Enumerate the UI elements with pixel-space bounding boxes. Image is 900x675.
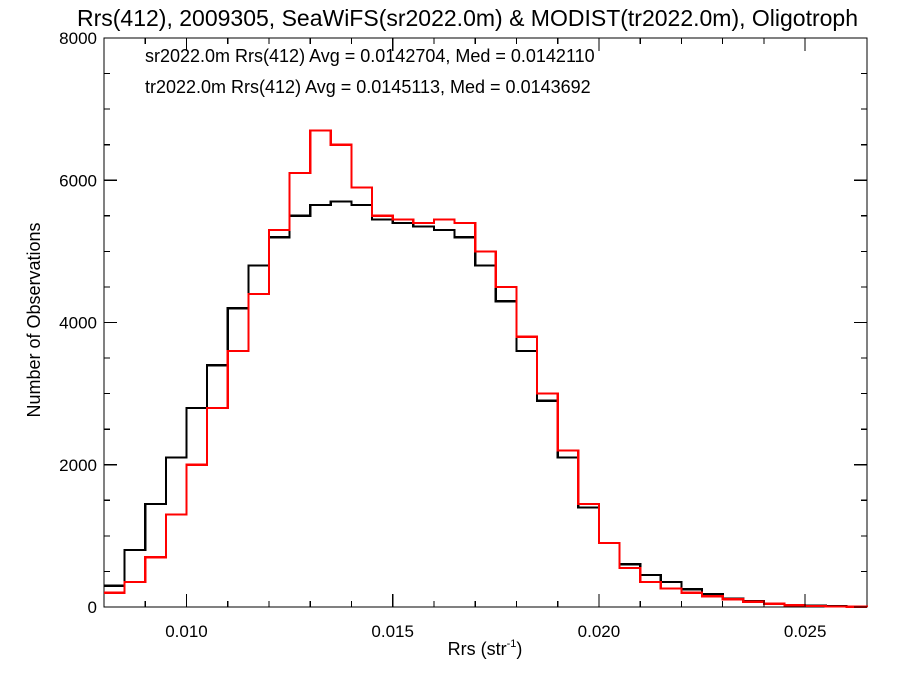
x-tick-label: 0.015: [371, 622, 414, 641]
y-tick-label: 4000: [59, 314, 97, 333]
y-tick-label: 8000: [59, 29, 97, 48]
tr2022-series-line: [104, 129, 869, 608]
y-tick-label: 0: [88, 598, 97, 617]
x-axis-label-close: ): [516, 639, 522, 659]
x-tick-label: 0.025: [784, 622, 827, 641]
tr2022-statistics: tr2022.0m Rrs(412) Avg = 0.0145113, Med …: [145, 77, 591, 97]
x-axis-label: Rrs (str-1): [448, 638, 523, 659]
y-tick-label: 2000: [59, 456, 97, 475]
sr2022-series-line: [104, 200, 869, 608]
x-tick-label: 0.010: [165, 622, 208, 641]
y-tick-label: 6000: [59, 171, 97, 190]
plot-frame: [103, 37, 868, 608]
x-axis-label-main: Rrs (str: [448, 639, 507, 659]
plot-area: [104, 129, 869, 608]
x-tick-label: 0.020: [578, 622, 621, 641]
sr2022-statistics: sr2022.0m Rrs(412) Avg = 0.0142704, Med …: [145, 46, 595, 66]
x-axis-label-superscript: -1: [507, 638, 517, 650]
chart-title: Rrs(412), 2009305, SeaWiFS(sr2022.0m) & …: [77, 5, 858, 31]
y-axis-ticks: 0 2000 4000 6000 8000: [59, 29, 867, 617]
y-axis-label: Number of Observations: [24, 222, 44, 417]
x-axis-ticks: 0.010 0.015 0.020 0.025: [144, 38, 827, 641]
